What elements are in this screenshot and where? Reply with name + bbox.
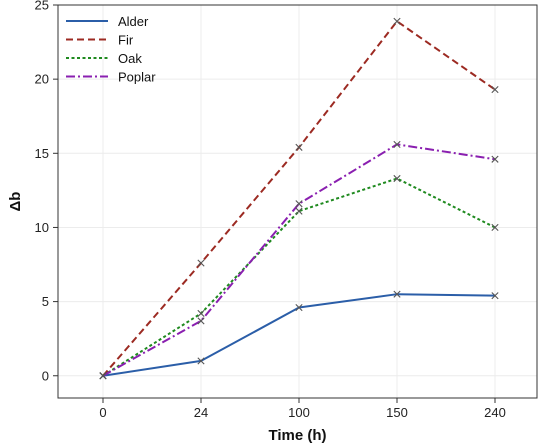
x-tick-label: 240 — [484, 405, 506, 420]
data-point-poplar — [295, 200, 303, 208]
y-tick-label: 20 — [35, 72, 49, 87]
data-point-fir — [491, 85, 499, 94]
data-point-poplar — [99, 372, 107, 380]
data-point-poplar — [197, 317, 205, 325]
data-point-oak — [197, 309, 205, 318]
x-axis-title: Time (h) — [268, 427, 326, 444]
series-line-poplar — [102, 143, 496, 377]
data-point-oak — [491, 223, 499, 232]
data-point-poplar — [393, 140, 401, 148]
x-tick-label: 150 — [386, 405, 408, 420]
data-point-alder — [197, 357, 205, 365]
legend-label: Oak — [118, 51, 142, 66]
series-layer — [99, 17, 499, 380]
data-point-alder — [393, 290, 401, 298]
data-point-alder — [491, 292, 499, 300]
data-point-oak — [393, 174, 401, 183]
x-tick-label: 0 — [99, 405, 106, 420]
legend-item-alder: Alder — [66, 14, 149, 29]
legend-item-oak: Oak — [66, 51, 142, 66]
legend-item-fir: Fir — [66, 33, 134, 48]
legend-item-poplar: Poplar — [66, 70, 156, 85]
legend: Alder Fir Oak Poplar — [66, 14, 156, 85]
data-point-fir — [393, 17, 401, 25]
series-line-oak — [102, 177, 496, 377]
x-tick-label: 24 — [194, 405, 208, 420]
data-point-alder — [295, 303, 303, 312]
y-tick-label: 10 — [35, 220, 49, 235]
y-tick-label: 25 — [35, 0, 49, 13]
legend-label: Alder — [118, 14, 149, 29]
plot-frame — [57, 4, 538, 399]
y-tick-label: 15 — [35, 146, 49, 161]
legend-label: Fir — [118, 33, 134, 48]
data-point-fir — [197, 259, 205, 267]
data-point-fir — [295, 143, 303, 151]
y-tick-label: 0 — [42, 368, 49, 383]
y-tick-label: 5 — [42, 294, 49, 309]
x-tick-label: 100 — [288, 405, 310, 420]
y-axis-title: Δb — [7, 192, 24, 212]
data-point-poplar — [491, 155, 499, 163]
data-point-oak — [295, 207, 303, 215]
legend-label: Poplar — [118, 70, 156, 85]
axes: 0 5 10 15 20 25 0 24 100 150 240 — [35, 0, 506, 420]
